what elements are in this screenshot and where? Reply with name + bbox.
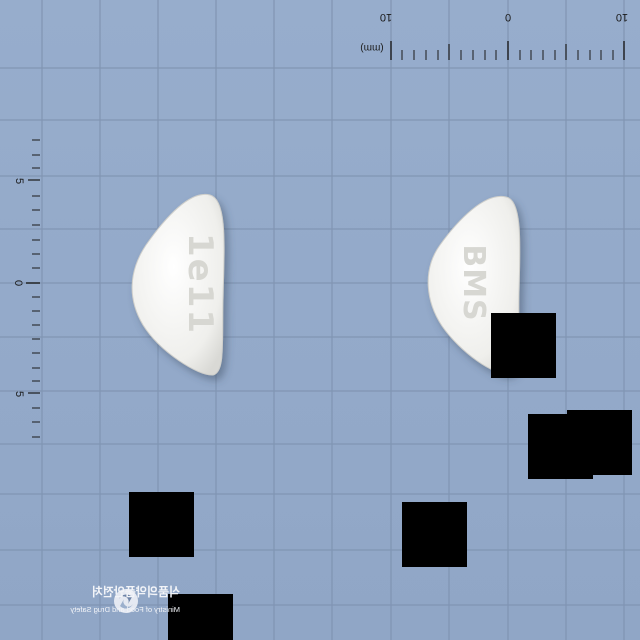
ruler-label-zero: 0	[505, 11, 511, 23]
top-ruler	[391, 41, 624, 60]
redaction-block	[491, 313, 556, 378]
ministry-watermark: 식품의약품안전처 Ministry of Food and Drug Safet…	[70, 584, 180, 614]
ministry-korean-name: 식품의약품안전처	[92, 584, 180, 599]
tablet-back-imprint: BMS	[456, 244, 491, 321]
tablet-front-imprint: 1e11	[180, 233, 220, 335]
redaction-block	[402, 502, 467, 567]
ruler-label-left-10: 10	[380, 11, 392, 23]
left-ruler	[26, 140, 40, 437]
ministry-english-name: Ministry of Food and Drug Safety	[70, 605, 180, 614]
ruler-label-right-10: 10	[616, 11, 628, 23]
left-ruler-label-bottom-5: 5	[13, 391, 25, 397]
redaction-block	[129, 492, 194, 557]
ruler-unit-label: (mm)	[360, 42, 383, 53]
redaction-block	[567, 410, 632, 475]
left-ruler-label-top-5: 5	[13, 178, 25, 184]
left-ruler-label-zero: 0	[12, 280, 24, 286]
redaction-block	[168, 594, 233, 640]
